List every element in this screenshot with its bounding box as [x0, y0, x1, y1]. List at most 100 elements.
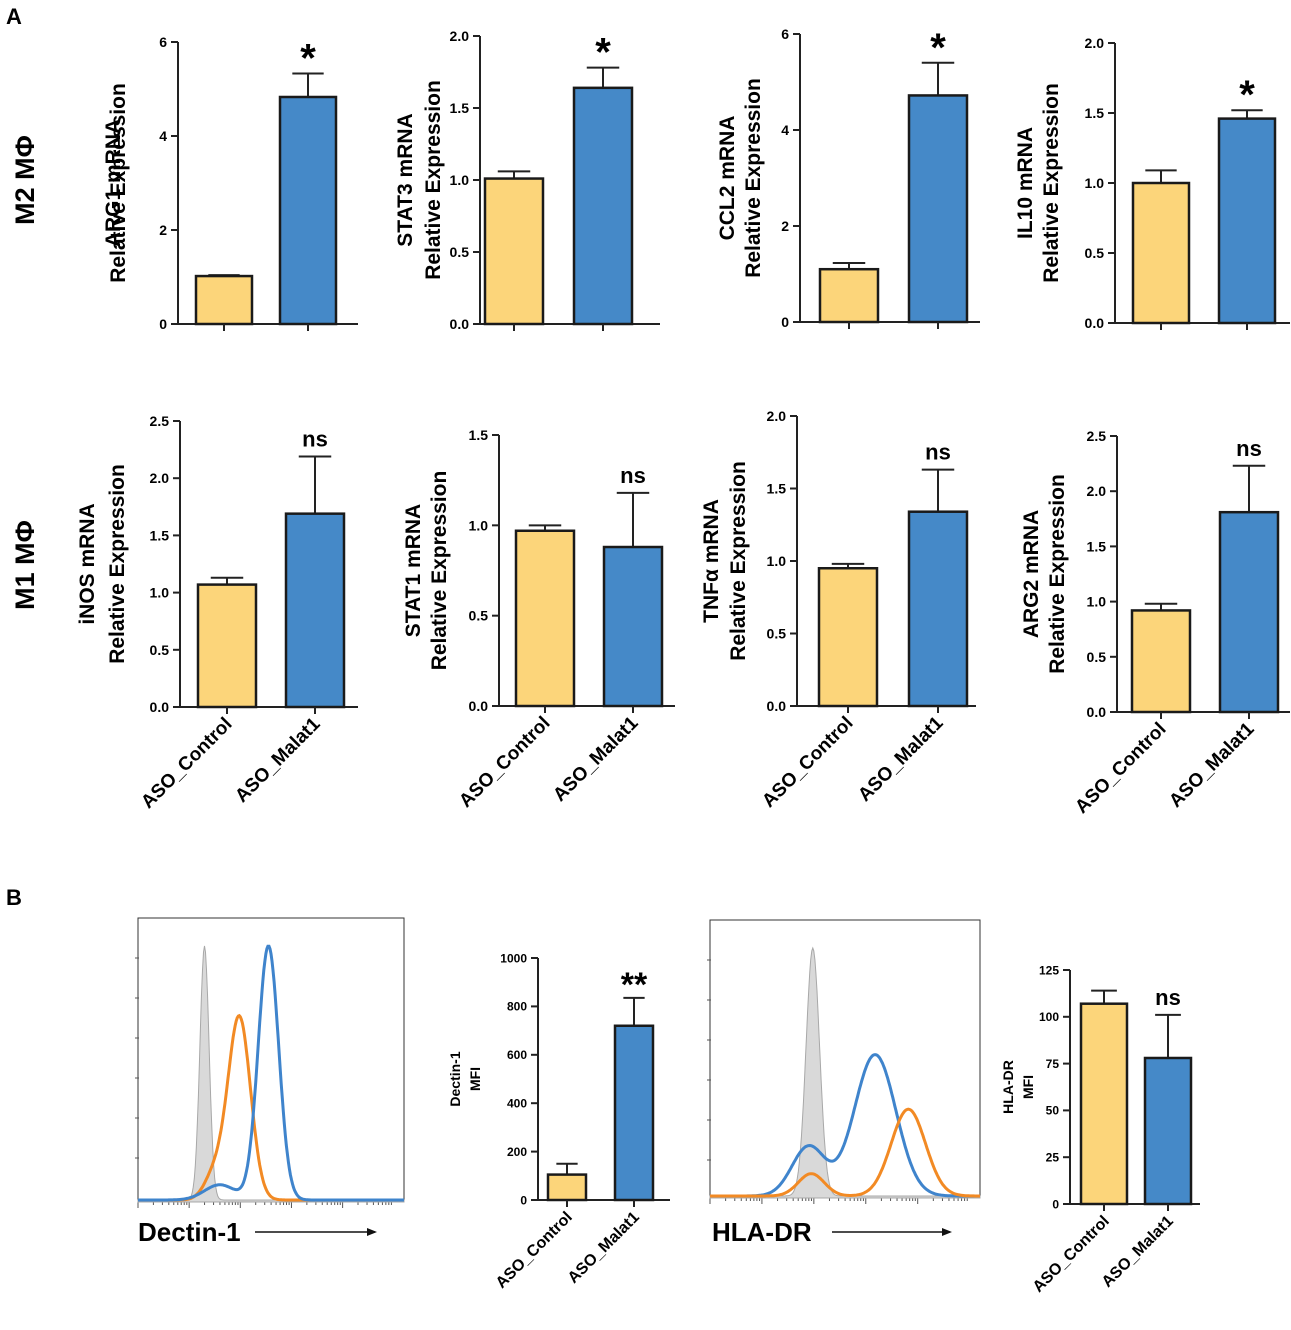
y-tick-label: 6: [159, 34, 167, 50]
bar-aso-control: [817, 567, 879, 708]
il10-chart: 0.0 0.5 1.0 1.5 2.0 IL10 mRNA Relative Express…: [1014, 35, 1290, 331]
stat1-chart: 0.0 0.5 1.0 1.5 STAT1 mRNA Relative Expressio…: [402, 427, 675, 812]
significance-label: **: [621, 966, 648, 1004]
y-tick-label: 2.0: [150, 470, 170, 486]
bar-aso-control: [194, 274, 254, 326]
y-tick-label: 100: [1039, 1010, 1059, 1024]
y-tick-label: 1.0: [1087, 594, 1107, 610]
bar-aso-malat1: [572, 86, 634, 326]
y-tick-label: 50: [1046, 1104, 1060, 1118]
bar-aso-malat1: [1218, 510, 1280, 714]
x-tick-label: ASO_Control: [137, 714, 236, 813]
y-tick-label: 125: [1039, 963, 1059, 977]
y-tick-label: 1.5: [450, 100, 470, 116]
y-axis-title: Relative Expression: [742, 78, 765, 278]
ccl2-chart: 0 2 4 6 CCL2 mRNA Relative Expression *: [716, 26, 980, 330]
inos-chart: 0.0 0.5 1.0 1.5 2.0 2.5 iNOS mRNA Relative Expr…: [76, 413, 358, 813]
bar-aso-control: [818, 267, 880, 324]
y-tick-label: 1.0: [450, 172, 470, 188]
bar-aso-malat1: [278, 95, 338, 326]
y-tick-label: 2.0: [767, 408, 787, 424]
x-tick-label: ASO_Malat1: [854, 712, 948, 806]
y-tick-label: 0.5: [767, 626, 787, 642]
y-tick-label: 0.5: [1087, 649, 1107, 665]
y-tick-label: 200: [507, 1145, 527, 1159]
y-tick-label: 400: [507, 1097, 527, 1111]
y-axis-title: Relative Expression: [727, 461, 750, 661]
histogram-blue: [138, 944, 404, 1202]
y-tick-label: 1.0: [1085, 175, 1105, 191]
y-axis-title: Relative Expression: [422, 80, 445, 280]
y-axis-title: MFI: [467, 1067, 483, 1091]
y-tick-label: 1000: [500, 951, 527, 965]
y-axis-title: ARG1 mRNA: [102, 119, 125, 247]
y-tick-label: 2.0: [450, 28, 470, 44]
y-tick-label: 4: [781, 122, 789, 138]
y-tick-label: 0.0: [767, 698, 787, 714]
bar-aso-malat1: [907, 510, 969, 708]
y-axis-title: MFI: [1020, 1075, 1036, 1099]
hladr_hist-chart: HLA-DR: [707, 919, 981, 1247]
y-tick-label: 1.0: [150, 585, 170, 601]
x-axis-title: HLA-DR: [712, 1217, 812, 1247]
y-axis-title: iNOS mRNA: [76, 503, 99, 624]
x-tick-label: ASO_Control: [758, 713, 857, 812]
bar-aso-malat1: [1143, 1056, 1193, 1206]
significance-label: *: [595, 31, 611, 75]
x-tick-label: ASO_Malat1: [565, 1209, 643, 1287]
y-tick-label: 4: [159, 128, 167, 144]
y-axis-title: Dectin-1: [447, 1051, 463, 1106]
x-tick-label: ASO_Control: [1030, 1213, 1113, 1296]
x-tick-label: ASO_Malat1: [1165, 718, 1259, 812]
bar-aso-malat1: [602, 545, 664, 708]
bar-aso-control: [483, 177, 545, 326]
y-axis-title: CCL2 mRNA: [716, 116, 739, 241]
y-tick-label: 1.0: [469, 517, 489, 533]
y-tick-label: 2.5: [150, 413, 170, 429]
x-axis-title: Dectin-1: [138, 1217, 241, 1247]
significance-label: ns: [1155, 985, 1181, 1010]
y-tick-label: 0.5: [1085, 245, 1105, 261]
significance-label: ns: [302, 426, 328, 451]
x-tick-label: ASO_Malat1: [549, 712, 643, 806]
dectin1_mfi-chart: 0 200 400 600 800 1000 Dectin-1 MFI ASO_ControlA…: [447, 951, 670, 1292]
y-tick-label: 1.5: [1085, 105, 1105, 121]
x-tick-label: ASO_Malat1: [231, 713, 325, 807]
bar-aso-malat1: [613, 1024, 655, 1202]
significance-label: *: [930, 26, 946, 70]
histogram-orange: [138, 1013, 404, 1202]
y-tick-label: 2.5: [1087, 428, 1107, 444]
y-tick-label: 2.0: [1087, 483, 1107, 499]
y-axis-title: Relative Expression: [1040, 83, 1063, 283]
bar-aso-malat1: [284, 512, 346, 709]
panel-a-label: A: [6, 4, 22, 29]
panel-b-label: B: [6, 885, 22, 910]
y-tick-label: 1.5: [767, 481, 787, 497]
y-tick-label: 600: [507, 1048, 527, 1062]
y-axis-title: STAT3 mRNA: [394, 113, 417, 246]
row-label-m1: M1 MΦ: [10, 520, 40, 610]
y-tick-label: 1.5: [1087, 538, 1107, 554]
dectin1_hist-chart: Dectin-1: [135, 917, 405, 1247]
significance-label: ns: [925, 440, 951, 465]
histogram-isotype: [709, 946, 981, 1199]
x-axis-arrow-head: [367, 1228, 377, 1236]
y-axis-title: Relative Expression: [107, 83, 130, 283]
y-tick-label: 2: [159, 222, 167, 238]
y-tick-label: 0: [781, 314, 789, 330]
y-tick-label: 0: [159, 316, 167, 332]
x-axis-arrow-head: [942, 1228, 952, 1236]
y-tick-label: 800: [507, 1000, 527, 1014]
bar-aso-malat1: [907, 94, 969, 324]
significance-label: *: [1239, 73, 1255, 117]
significance-label: *: [300, 36, 316, 80]
y-tick-label: 0.5: [450, 244, 470, 260]
y-axis-title: IL10 mRNA: [1014, 127, 1037, 239]
bar-aso-control: [1079, 1002, 1129, 1206]
y-axis-title: HLA-DR: [1000, 1060, 1016, 1114]
significance-label: ns: [620, 463, 646, 488]
y-tick-label: 0.0: [450, 316, 470, 332]
